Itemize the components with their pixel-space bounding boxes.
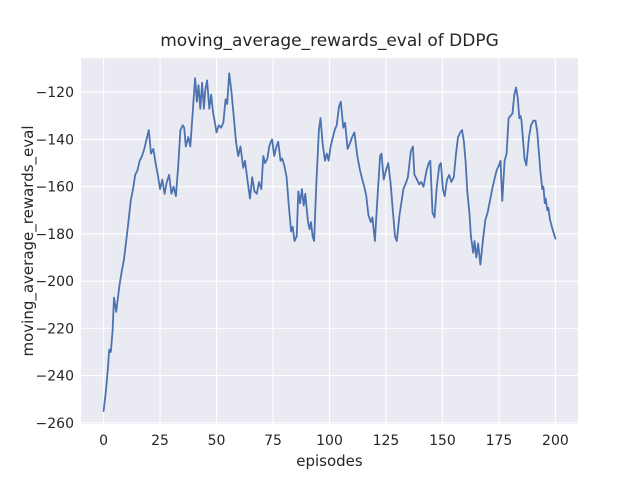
x-tick-label: 50 <box>208 433 226 449</box>
x-tick-label: 75 <box>264 433 282 449</box>
y-tick-label: −180 <box>36 227 74 243</box>
chart-title: moving_average_rewards_eval of DDPG <box>160 31 499 51</box>
x-tick-label: 125 <box>373 433 400 449</box>
y-tick-label: −220 <box>36 321 74 337</box>
y-tick-label: −200 <box>36 274 74 290</box>
y-tick-label: −140 <box>36 132 74 148</box>
x-axis-label: episodes <box>296 452 363 470</box>
y-tick-label: −160 <box>36 180 74 196</box>
reward-line-series <box>102 72 557 412</box>
x-tick-label: 150 <box>429 433 456 449</box>
y-tick-label: −240 <box>36 369 74 385</box>
x-tick-label: 0 <box>99 433 108 449</box>
y-axis-label: moving_average_rewards_eval <box>19 125 37 357</box>
x-tick-label: 100 <box>316 433 343 449</box>
x-tick-label: 25 <box>151 433 169 449</box>
x-tick-label: 175 <box>486 433 513 449</box>
x-tick-label: 200 <box>542 433 569 449</box>
y-tick-label: −120 <box>36 85 74 101</box>
y-tick-label: −260 <box>36 416 74 432</box>
